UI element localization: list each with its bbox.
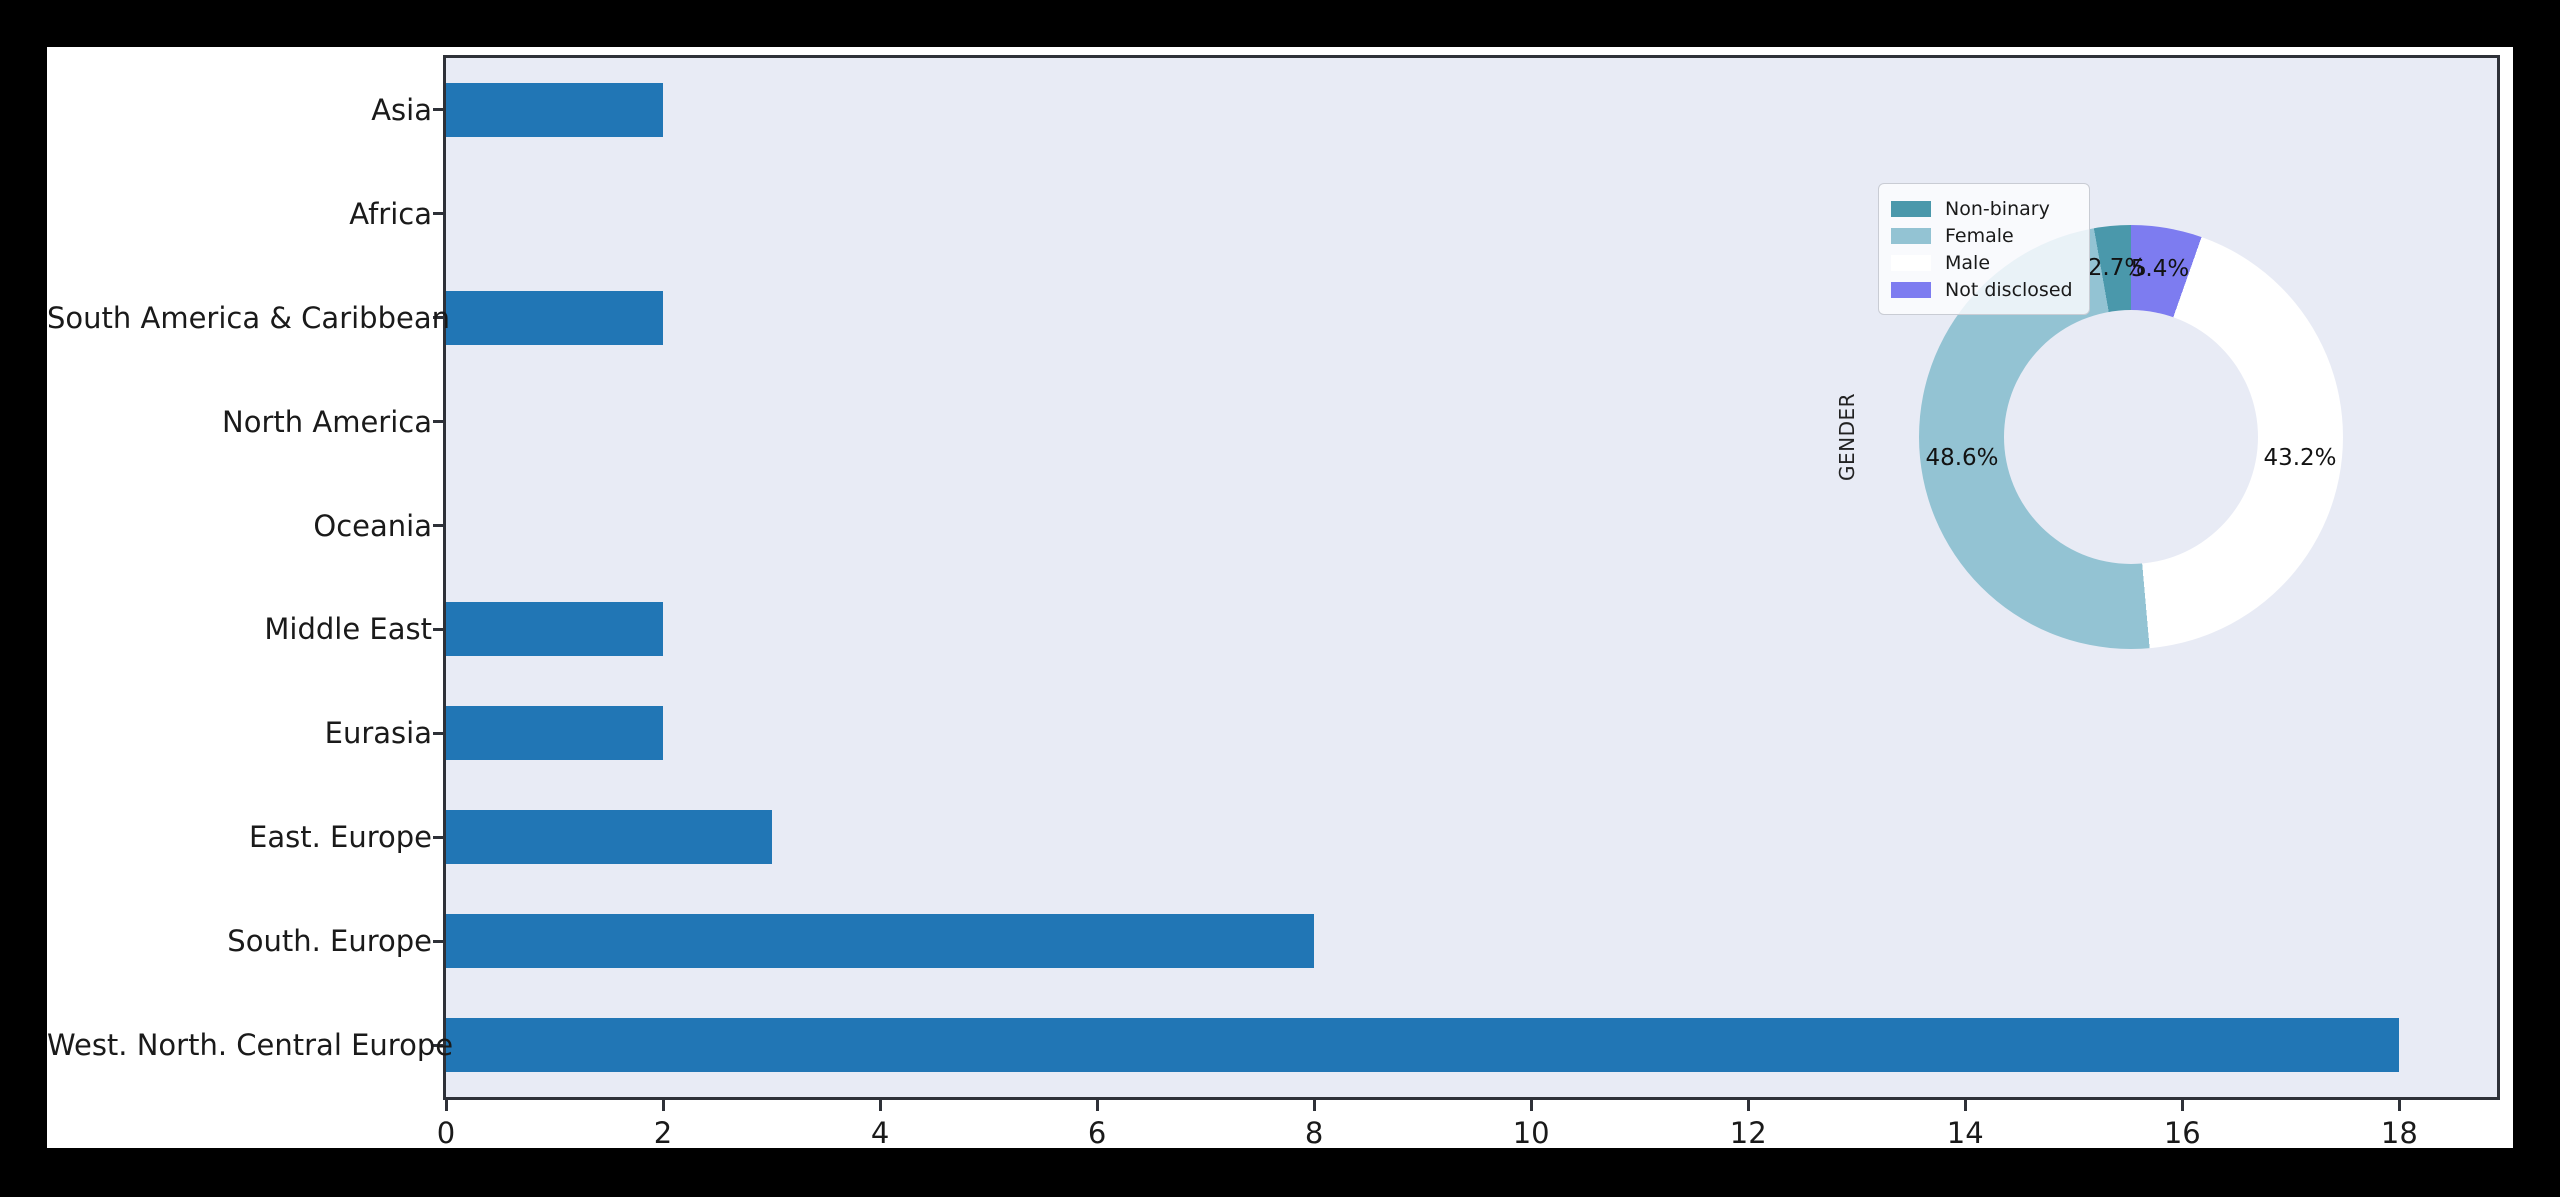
bar-chart-axes: Asia Africa South America & Caribbean North… [47,55,2500,1150]
x-tick-label: 6 [1087,1116,1107,1150]
y-tick-mark [433,108,443,112]
x-tick-label: 0 [436,1116,456,1150]
y-tick-mark [433,212,443,216]
x-tick-mark [2397,1100,2401,1111]
legend-row: Not disclosed [1891,276,2073,303]
bar-south-america-caribbean [446,290,664,345]
pct-label-female: 48.6% [1925,445,1999,471]
y-category-label: East. Europe [249,820,432,855]
y-tick-mark [433,835,443,839]
y-category-label: Eurasia [324,716,432,751]
legend-row: Female [1891,222,2073,249]
bar-east-europe [446,810,772,865]
legend-swatch-icon [1891,254,1931,271]
y-category-label: South. Europe [227,924,432,959]
y-tick-mark [433,627,443,631]
bar-south-europe [446,914,1315,969]
donut-hole [2004,310,2258,564]
x-tick-mark [1095,1100,1099,1111]
bar-asia [446,82,664,137]
y-category-label: Oceania [313,508,432,543]
y-category-label: South America & Caribbean [47,300,450,335]
x-tick-label: 18 [2380,1116,2418,1150]
x-tick-label: 8 [1304,1116,1324,1150]
x-tick-label: 2 [653,1116,673,1150]
bar-eurasia [446,706,664,761]
legend-swatch-icon [1891,281,1931,298]
gender-legend: Non-binary Female Male Not disclosed [1878,183,2090,315]
y-category-label: Middle East [264,612,432,647]
legend-row: Non-binary [1891,195,2073,222]
legend-row: Male [1891,249,2073,276]
x-tick-label: 4 [870,1116,890,1150]
x-tick-mark [661,1100,665,1111]
legend-label: Male [1945,251,1991,274]
x-tick-label: 16 [2163,1116,2201,1150]
y-category-label: West. North. Central Europe [47,1028,454,1063]
legend-swatch-icon [1891,227,1931,244]
bar-middle-east [446,602,664,657]
y-tick-mark [433,939,443,943]
y-tick-mark [433,1043,443,1047]
y-tick-mark [433,524,443,528]
pct-label-male: 43.2% [2263,445,2337,471]
legend-label: Female [1945,224,2014,247]
x-tick-label: 10 [1512,1116,1550,1150]
x-tick-mark [878,1100,882,1111]
y-category-label: Asia [371,92,432,127]
x-tick-label: 12 [1729,1116,1767,1150]
legend-label: Non-binary [1945,197,2050,220]
gender-axis-label: GENDER [1835,392,1859,482]
x-tick-label: 14 [1946,1116,1984,1150]
pct-label-not-disclosed: 5.4% [2130,256,2190,282]
x-tick-mark [1312,1100,1316,1111]
legend-label: Not disclosed [1945,278,2073,301]
y-tick-mark [433,420,443,424]
y-tick-mark [433,316,443,320]
y-tick-mark [433,731,443,735]
x-tick-mark [1963,1100,1967,1111]
x-tick-mark [1746,1100,1750,1111]
figure: Asia Africa South America & Caribbean North… [47,47,2513,1150]
x-tick-mark [1529,1100,1533,1111]
x-tick-mark [2180,1100,2184,1111]
y-category-label: Africa [349,196,432,231]
y-category-label: North America [222,404,432,439]
bar-west-north-central-europe [446,1018,2400,1073]
pct-label-non-binary: 2.7% [2087,255,2147,281]
legend-swatch-icon [1891,200,1931,217]
x-tick-mark [444,1100,448,1111]
